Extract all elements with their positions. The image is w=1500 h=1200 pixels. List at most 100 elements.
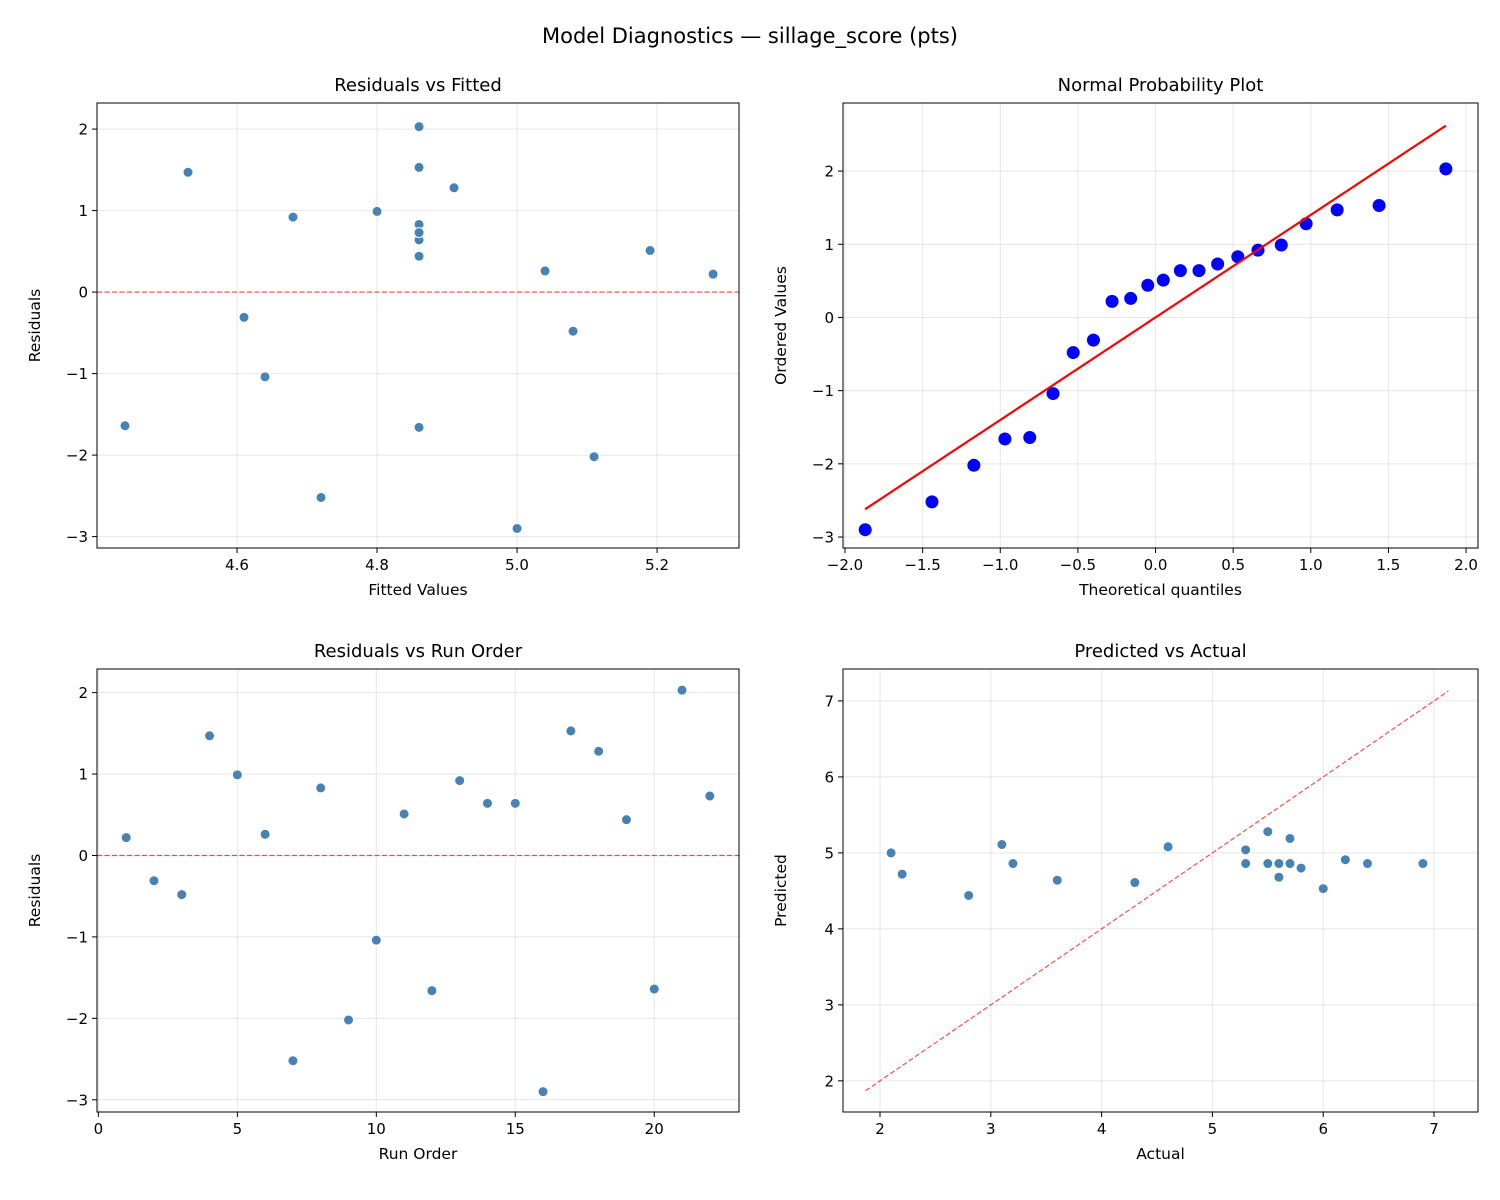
y-axis-label: Residuals	[26, 289, 44, 363]
data-point	[1240, 858, 1252, 870]
data-point	[398, 808, 410, 820]
data-point	[676, 684, 688, 696]
data-point	[1046, 387, 1060, 401]
y-axis-label: Predicted	[772, 854, 790, 927]
data-point	[1439, 162, 1453, 176]
data-point	[1330, 203, 1344, 217]
data-point	[1105, 294, 1119, 308]
x-tick-label: 10	[367, 1120, 386, 1138]
x-tick-label: −1.0	[982, 556, 1018, 574]
x-tick-label: 5	[1208, 1120, 1218, 1138]
plot-area	[97, 121, 739, 534]
data-point	[315, 782, 327, 794]
y-tick-label: 0	[824, 309, 834, 327]
y-tick-label: 2	[78, 121, 88, 139]
data-point	[1066, 346, 1080, 360]
data-point	[413, 161, 425, 173]
data-point	[963, 889, 975, 901]
data-point	[1156, 273, 1170, 287]
axes-frame	[96, 102, 740, 549]
panel-normal_prob: −2.0 −1.5 −1.0 −0.5 0.0 0.5 1.0 1.5 2.0 −3 −2 −1 0 1 2…	[772, 75, 1479, 599]
data-point	[620, 814, 632, 826]
x-tick-label: 2	[875, 1120, 885, 1138]
x-tick-label: 1.5	[1376, 556, 1400, 574]
data-point	[238, 311, 250, 323]
x-tick-label: 0.5	[1221, 556, 1245, 574]
data-point	[648, 983, 660, 995]
data-point	[593, 745, 605, 757]
data-point	[1274, 238, 1288, 252]
x-tick-label: 6	[1318, 1120, 1328, 1138]
data-point	[448, 182, 460, 194]
y-tick-label: 4	[824, 920, 834, 938]
data-point	[1262, 826, 1274, 838]
data-point	[588, 451, 600, 463]
x-tick-label: 15	[506, 1120, 525, 1138]
panel-title: Predicted vs Actual	[1074, 641, 1246, 662]
x-tick-label: 20	[645, 1120, 664, 1138]
data-point	[370, 934, 382, 946]
data-point	[885, 847, 897, 859]
panel-pred_actual: 2 3 4 5 6 7 2 3 4 5 6 7 Predicted vs Actual Actual Pre…	[772, 641, 1479, 1163]
data-point	[1273, 871, 1285, 883]
data-point	[259, 371, 271, 383]
panel-title: Normal Probability Plot	[1058, 75, 1264, 96]
data-point	[413, 250, 425, 262]
panel-resid_fitted: 4.6 4.8 5.0 5.2 −3 −2 −1 0 1 2 Residuals vs Fitted…	[26, 75, 740, 599]
x-tick-label: −1.5	[904, 556, 940, 574]
data-point	[1284, 832, 1296, 844]
data-point	[1192, 264, 1206, 278]
y-tick-label: 1	[78, 202, 88, 220]
x-axis-label: Actual	[1136, 1145, 1185, 1163]
figure-suptitle: Model Diagnostics — sillage_score (pts)	[542, 24, 958, 49]
data-point	[567, 325, 579, 337]
data-point	[176, 889, 188, 901]
y-tick-label: 0	[78, 847, 88, 865]
x-axis-label: Fitted Values	[368, 581, 467, 599]
data-point	[896, 868, 908, 880]
panel-title: Residuals vs Fitted	[334, 75, 502, 96]
panel-title: Residuals vs Run Order	[314, 641, 523, 662]
data-point	[704, 790, 716, 802]
panel-resid_order: 0 5 10 15 20 −3 −2 −1 0 1 2 Residuals vs Run Order R…	[26, 641, 740, 1163]
data-point	[511, 522, 523, 534]
x-tick-label: 5.0	[505, 556, 529, 574]
data-point	[1262, 858, 1274, 870]
x-tick-label: 1.0	[1299, 556, 1323, 574]
plot-area	[97, 684, 739, 1098]
data-point	[1284, 858, 1296, 870]
data-point	[204, 730, 216, 742]
data-point	[644, 245, 656, 257]
y-tick-label: −3	[812, 529, 834, 547]
data-point	[120, 832, 132, 844]
data-point	[967, 458, 981, 472]
x-tick-label: 0.0	[1144, 556, 1168, 574]
data-point	[1023, 430, 1037, 444]
data-point	[1086, 333, 1100, 347]
data-point	[1295, 862, 1307, 874]
axes-frame	[842, 668, 1479, 1113]
identity-reference-line	[865, 690, 1449, 1092]
data-point	[1417, 858, 1429, 870]
data-point	[1372, 198, 1386, 212]
data-point	[231, 769, 243, 781]
data-point	[413, 121, 425, 133]
y-tick-label: 0	[78, 284, 88, 302]
y-tick-label: 2	[824, 163, 834, 181]
data-point	[1317, 883, 1329, 895]
y-tick-label: −1	[66, 365, 88, 383]
x-tick-label: 7	[1429, 1120, 1439, 1138]
y-tick-label: 1	[824, 236, 834, 254]
y-tick-label: −2	[66, 447, 88, 465]
axes-frame	[842, 102, 1479, 549]
data-point	[119, 420, 131, 432]
data-point	[858, 523, 872, 537]
data-point	[707, 268, 719, 280]
x-tick-label: 5	[233, 1120, 243, 1138]
y-tick-label: 5	[824, 844, 834, 862]
data-point	[343, 1014, 355, 1026]
y-axis-label: Residuals	[26, 854, 44, 928]
data-point	[998, 432, 1012, 446]
y-tick-label: −1	[66, 928, 88, 946]
